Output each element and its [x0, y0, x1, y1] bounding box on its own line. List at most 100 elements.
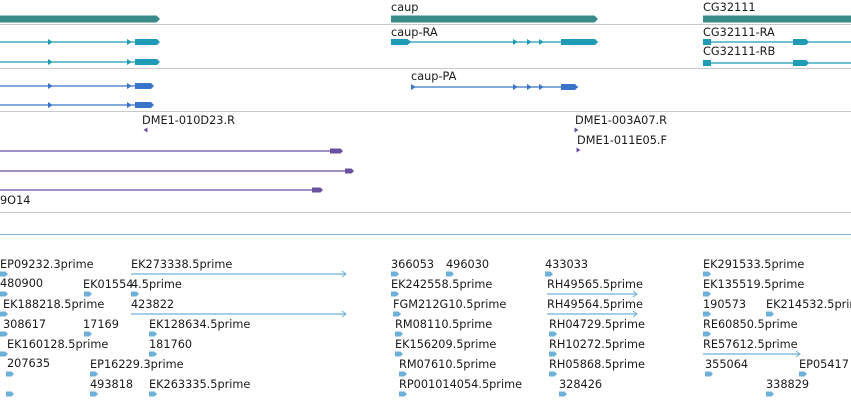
- est-end-chevron-icon[interactable]: [341, 270, 347, 278]
- est-end-chevron-icon[interactable]: [632, 310, 638, 318]
- est-glyph[interactable]: [131, 291, 139, 297]
- est-label[interactable]: EK156209.5prime: [395, 338, 497, 351]
- est-glyph[interactable]: [149, 391, 157, 397]
- est-label[interactable]: 17169: [83, 318, 119, 331]
- est-glyph[interactable]: [703, 291, 711, 297]
- strand-arrow-icon[interactable]: [513, 39, 518, 45]
- est-glyph[interactable]: [6, 371, 14, 377]
- est-glyph[interactable]: [703, 271, 711, 277]
- transcript-exon[interactable]: [391, 39, 408, 45]
- est-end-chevron-icon[interactable]: [341, 310, 347, 318]
- transcript-exon[interactable]: [793, 60, 809, 66]
- gene-bar[interactable]: [0, 15, 160, 23]
- strand-arrow-icon[interactable]: [527, 84, 532, 90]
- est-label[interactable]: RP001014054.5prime: [399, 378, 523, 391]
- gene-label-cg32111[interactable]: CG32111: [703, 1, 756, 14]
- est-glyph[interactable]: [703, 311, 711, 317]
- cdna-marker-icon[interactable]: [574, 127, 579, 133]
- est-glyph[interactable]: [549, 351, 557, 357]
- protein-block[interactable]: [135, 102, 154, 108]
- cdna-label[interactable]: 9O14: [0, 194, 31, 207]
- strand-arrow-icon[interactable]: [407, 39, 412, 45]
- strand-arrow-icon[interactable]: [539, 84, 544, 90]
- strand-arrow-icon[interactable]: [539, 39, 544, 45]
- strand-arrow-icon[interactable]: [513, 84, 518, 90]
- strand-arrow-icon[interactable]: [527, 39, 532, 45]
- est-label[interactable]: 480900: [0, 277, 44, 290]
- strand-arrow-icon[interactable]: [127, 59, 132, 65]
- est-label[interactable]: EP05417: [799, 358, 849, 371]
- est-glyph[interactable]: [0, 271, 8, 277]
- est-label[interactable]: 181760: [149, 338, 193, 351]
- est-glyph[interactable]: [0, 351, 8, 357]
- est-label[interactable]: RM08110.5prime: [395, 318, 493, 331]
- est-glyph[interactable]: [84, 291, 92, 297]
- est-label[interactable]: EK128634.5prime: [149, 318, 251, 331]
- transcript-label-caup-ra[interactable]: caup-RA: [391, 26, 438, 39]
- est-label[interactable]: 190573: [703, 298, 747, 311]
- est-glyph[interactable]: [549, 331, 557, 337]
- strand-arrow-icon[interactable]: [48, 102, 53, 108]
- est-label[interactable]: EK160128.5prime: [7, 338, 109, 351]
- est-glyph[interactable]: [84, 331, 92, 337]
- est-label[interactable]: EK01554: [83, 278, 134, 291]
- transcript-exon[interactable]: [793, 39, 809, 45]
- est-glyph[interactable]: [0, 331, 8, 337]
- est-label[interactable]: 366053: [391, 258, 435, 271]
- transcript-exon[interactable]: [703, 60, 711, 66]
- est-glyph[interactable]: [0, 291, 8, 297]
- est-glyph[interactable]: [703, 331, 711, 337]
- est-label[interactable]: 433033: [545, 258, 589, 271]
- est-label[interactable]: 496030: [446, 258, 490, 271]
- est-glyph[interactable]: [149, 331, 157, 337]
- est-end-chevron-icon[interactable]: [795, 350, 801, 358]
- est-glyph[interactable]: [395, 351, 403, 357]
- est-label[interactable]: EK188218.5prime: [3, 298, 105, 311]
- transcript-exon[interactable]: [135, 39, 160, 45]
- est-glyph[interactable]: [391, 291, 399, 297]
- transcript-exon[interactable]: [135, 59, 160, 65]
- strand-arrow-icon[interactable]: [48, 59, 53, 65]
- est-glyph[interactable]: [6, 391, 14, 397]
- est-glyph[interactable]: [391, 271, 399, 277]
- gene-bar-caup[interactable]: [391, 15, 598, 23]
- est-glyph[interactable]: [549, 371, 557, 377]
- cdna-label[interactable]: DME1-003A07.R: [575, 114, 667, 127]
- est-glyph[interactable]: [705, 371, 713, 377]
- est-label[interactable]: RE60850.5prime: [703, 318, 798, 331]
- cdna-end[interactable]: [330, 148, 343, 154]
- est-label[interactable]: 328426: [559, 378, 603, 391]
- est-glyph[interactable]: [766, 311, 774, 317]
- protein-block[interactable]: [135, 83, 154, 89]
- est-label[interactable]: EK263335.5prime: [149, 378, 251, 391]
- est-glyph[interactable]: [545, 271, 553, 277]
- est-end-chevron-icon[interactable]: [632, 290, 638, 298]
- est-glyph[interactable]: [559, 391, 567, 397]
- est-label[interactable]: RH10272.5prime: [549, 338, 645, 351]
- est-glyph[interactable]: [399, 391, 407, 397]
- est-label[interactable]: 338829: [766, 378, 810, 391]
- est-glyph[interactable]: [446, 271, 454, 277]
- transcript-label-cg32111-rb[interactable]: CG32111-RB: [703, 45, 776, 58]
- est-label[interactable]: EK273338.5prime: [131, 258, 233, 271]
- strand-arrow-icon[interactable]: [48, 83, 53, 89]
- cdna-end[interactable]: [312, 187, 323, 193]
- est-label[interactable]: FGM212G10.5prime: [393, 298, 507, 311]
- transcript-label-cg32111-ra[interactable]: CG32111-RA: [703, 26, 775, 39]
- est-glyph[interactable]: [766, 391, 774, 397]
- est-glyph[interactable]: [90, 391, 98, 397]
- est-glyph[interactable]: [90, 371, 98, 377]
- gene-bar-cg32111[interactable]: [703, 15, 851, 23]
- est-glyph[interactable]: [799, 371, 807, 377]
- est-label[interactable]: 355064: [705, 358, 749, 371]
- est-label[interactable]: EP09232.3prime: [0, 258, 94, 271]
- est-label[interactable]: RM07610.5prime: [399, 358, 497, 371]
- est-label[interactable]: EK291533.5prime: [703, 258, 805, 271]
- est-label[interactable]: RH04729.5prime: [549, 318, 645, 331]
- est-glyph[interactable]: [395, 331, 403, 337]
- strand-arrow-icon[interactable]: [48, 39, 53, 45]
- strand-arrow-icon[interactable]: [127, 102, 132, 108]
- est-label[interactable]: RH05868.5prime: [549, 358, 645, 371]
- cdna-marker-icon[interactable]: [143, 127, 148, 133]
- est-label[interactable]: EK214532.5prime: [766, 298, 851, 311]
